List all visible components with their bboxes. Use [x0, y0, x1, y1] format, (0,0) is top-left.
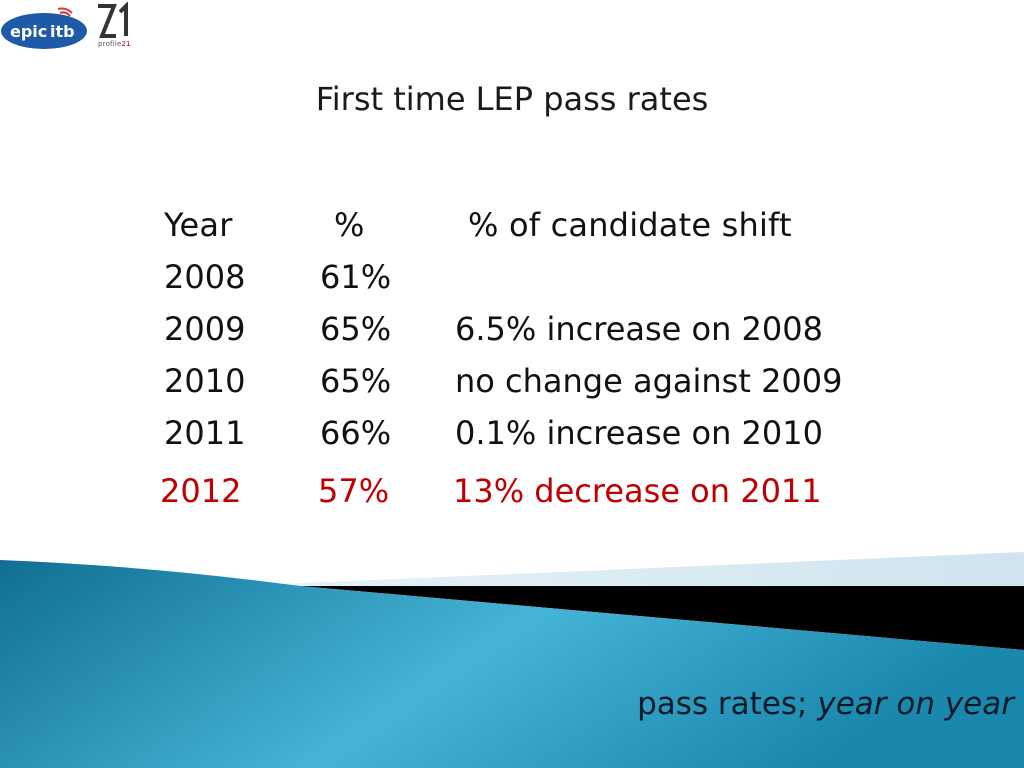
cell-shift: 13% decrease on 2011 [453, 472, 822, 510]
page-title: First time LEP pass rates [315, 80, 709, 118]
epicitb-logo: epic itb [1, 7, 87, 49]
footer-caption: pass rates; year on year [637, 686, 1014, 722]
cell-percent: 57% [318, 472, 390, 510]
profile21-logo [98, 2, 128, 38]
cell-shift: 0.1% increase on 2010 [455, 414, 823, 452]
cell-shift: 6.5% increase on 2008 [455, 310, 823, 348]
cell-shift: no change against 2009 [455, 362, 843, 400]
cell-year: 2012 [160, 472, 242, 510]
logo-area: epic itb profile21 [0, 0, 140, 55]
profile21-logo-caption: profile21 [98, 40, 131, 48]
cell-year: 2008 [164, 258, 246, 296]
cell-percent: 65% [320, 362, 392, 400]
cell-percent: 65% [320, 310, 392, 348]
cell-percent: 66% [320, 414, 392, 452]
cell-year: 2011 [164, 414, 246, 452]
header-year: Year [164, 206, 233, 244]
header-percent: % [334, 206, 365, 244]
footer-caption-italic: year on year [817, 686, 1014, 722]
svg-text:itb: itb [50, 22, 75, 41]
header-shift: % of candidate shift [468, 206, 792, 244]
cell-percent: 61% [320, 258, 392, 296]
svg-text:epic: epic [10, 22, 47, 41]
cell-year: 2009 [164, 310, 246, 348]
cell-year: 2010 [164, 362, 246, 400]
footer-caption-plain: pass rates; [637, 686, 818, 722]
